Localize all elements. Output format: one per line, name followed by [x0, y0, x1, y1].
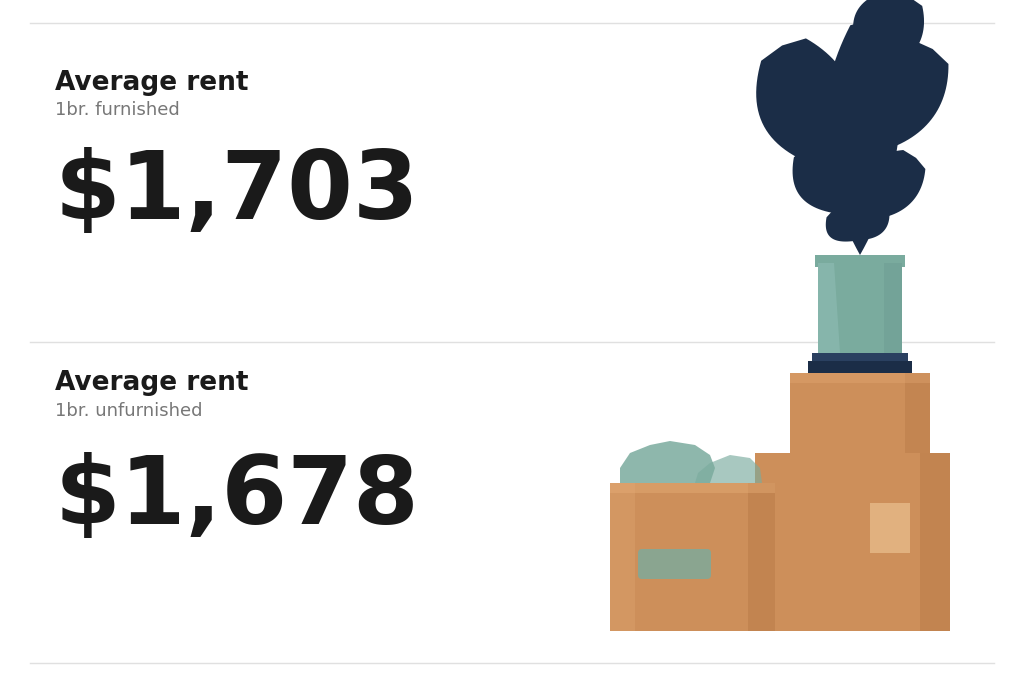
Polygon shape: [856, 203, 890, 240]
Polygon shape: [815, 255, 905, 267]
Polygon shape: [755, 453, 950, 631]
Text: 1br. unfurnished: 1br. unfurnished: [55, 402, 203, 420]
Polygon shape: [793, 135, 858, 215]
Text: Average rent: Average rent: [55, 370, 249, 396]
Polygon shape: [905, 373, 930, 453]
Polygon shape: [855, 35, 948, 155]
Polygon shape: [870, 503, 910, 553]
Polygon shape: [620, 441, 715, 483]
Polygon shape: [884, 263, 902, 353]
Polygon shape: [790, 373, 930, 383]
Polygon shape: [825, 205, 861, 242]
Polygon shape: [695, 455, 762, 483]
Text: $1,703: $1,703: [55, 147, 420, 239]
Polygon shape: [610, 483, 775, 493]
Polygon shape: [808, 361, 912, 373]
Polygon shape: [760, 55, 852, 139]
Polygon shape: [812, 353, 908, 361]
Polygon shape: [818, 263, 902, 353]
Polygon shape: [610, 483, 635, 631]
Polygon shape: [853, 0, 924, 75]
Polygon shape: [748, 483, 775, 631]
Polygon shape: [861, 150, 926, 220]
Polygon shape: [790, 373, 930, 453]
Text: 1br. furnished: 1br. furnished: [55, 101, 180, 119]
Text: Average rent: Average rent: [55, 70, 249, 96]
Polygon shape: [818, 263, 840, 353]
Polygon shape: [756, 25, 859, 175]
Polygon shape: [823, 0, 900, 255]
FancyBboxPatch shape: [638, 549, 711, 579]
Polygon shape: [610, 483, 775, 631]
Polygon shape: [920, 453, 950, 631]
Text: $1,678: $1,678: [55, 452, 420, 544]
